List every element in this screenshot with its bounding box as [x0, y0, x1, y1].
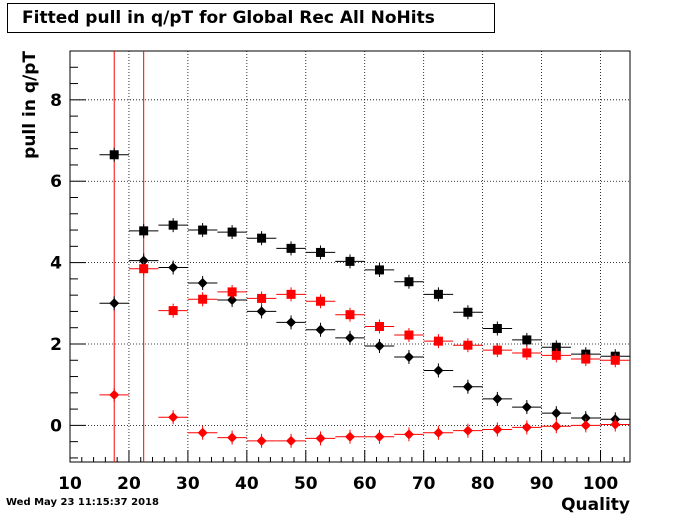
data-point-square: [404, 277, 414, 287]
data-point-diamond: [403, 352, 414, 363]
data-point-diamond: [580, 420, 591, 431]
data-point-diamond: [227, 295, 238, 306]
data-point-square: [374, 265, 384, 275]
data-point-square: [198, 294, 208, 304]
data-point-square: [551, 350, 561, 360]
data-point-square: [522, 335, 532, 345]
data-point-diamond: [492, 424, 503, 435]
data-point-diamond: [403, 429, 414, 440]
data-point-diamond: [521, 402, 532, 413]
data-point-diamond: [168, 262, 179, 273]
data-point-diamond: [138, 255, 149, 266]
data-point-square: [168, 220, 178, 230]
data-point-diamond: [345, 431, 355, 442]
data-point-square: [168, 306, 178, 316]
data-point-square: [492, 324, 502, 334]
data-point-diamond: [492, 393, 503, 404]
data-point-diamond: [286, 317, 297, 328]
data-point-diamond: [551, 408, 562, 419]
data-point-square: [463, 307, 473, 317]
timestamp: Wed May 23 11:15:37 2018: [6, 497, 159, 508]
x-tick-label: 30: [176, 474, 200, 494]
data-point-diamond: [521, 422, 532, 433]
data-point-square: [610, 355, 620, 365]
data-point-diamond: [168, 412, 179, 423]
data-point-square: [286, 243, 296, 253]
data-point-diamond: [315, 324, 326, 335]
x-tick-label: 90: [530, 474, 554, 494]
data-point-diamond: [109, 389, 120, 400]
data-point-square: [139, 226, 149, 236]
data-point-square: [433, 289, 443, 299]
data-point-diamond: [256, 435, 267, 446]
data-point-diamond: [345, 332, 355, 343]
x-tick-label: 80: [471, 474, 495, 494]
y-tick-label: 6: [50, 172, 62, 192]
chart-title: Fitted pull in q/pT for Global Rec All N…: [7, 3, 495, 33]
data-point-diamond: [462, 381, 473, 392]
data-point-square: [345, 310, 355, 320]
data-point-square: [551, 342, 561, 352]
data-point-square: [345, 256, 355, 266]
data-point-diamond: [197, 427, 208, 438]
data-point-square: [227, 227, 237, 237]
y-tick-label: 0: [50, 416, 62, 436]
data-point-square: [257, 293, 267, 303]
data-point-square: [139, 264, 149, 274]
data-point-diamond: [580, 413, 591, 424]
x-axis-label: Quality: [561, 495, 630, 514]
data-point-diamond: [315, 433, 326, 444]
data-point-square: [286, 289, 296, 299]
x-tick-label: 50: [294, 474, 318, 494]
y-tick-label: 2: [50, 335, 62, 355]
data-point-diamond: [256, 306, 267, 317]
data-point-square: [463, 340, 473, 350]
plot-frame: [69, 50, 631, 463]
data-point-diamond: [433, 427, 444, 438]
y-tick-label: 4: [50, 254, 62, 274]
x-tick-label: 60: [353, 474, 377, 494]
data-point-diamond: [610, 419, 621, 430]
x-tick-label: 10: [58, 474, 82, 494]
data-point-diamond: [551, 421, 562, 432]
data-point-square: [316, 247, 326, 257]
data-point-diamond: [227, 432, 238, 443]
data-point-square: [404, 330, 414, 340]
data-point-square: [492, 345, 502, 355]
y-tick-label: 8: [50, 91, 62, 111]
data-point-diamond: [374, 341, 385, 352]
x-tick-label: 40: [235, 474, 259, 494]
data-point-square: [227, 287, 237, 297]
data-point-diamond: [109, 298, 120, 309]
data-point-diamond: [197, 277, 208, 288]
data-point-square: [257, 233, 267, 243]
data-point-diamond: [286, 435, 297, 446]
data-point-square: [374, 321, 384, 331]
data-point-diamond: [374, 431, 385, 442]
data-point-square: [581, 354, 591, 364]
x-tick-label: 20: [117, 474, 141, 494]
data-point-square: [522, 348, 532, 358]
data-point-square: [433, 336, 443, 346]
data-point-diamond: [462, 425, 473, 436]
x-tick-label: 100: [583, 474, 619, 494]
x-tick-label: 70: [412, 474, 436, 494]
data-point-square: [198, 225, 208, 235]
data-point-square: [109, 150, 119, 160]
y-axis-label: pull in q/pT: [20, 51, 40, 159]
data-point-diamond: [433, 365, 444, 376]
data-point-square: [316, 296, 326, 306]
